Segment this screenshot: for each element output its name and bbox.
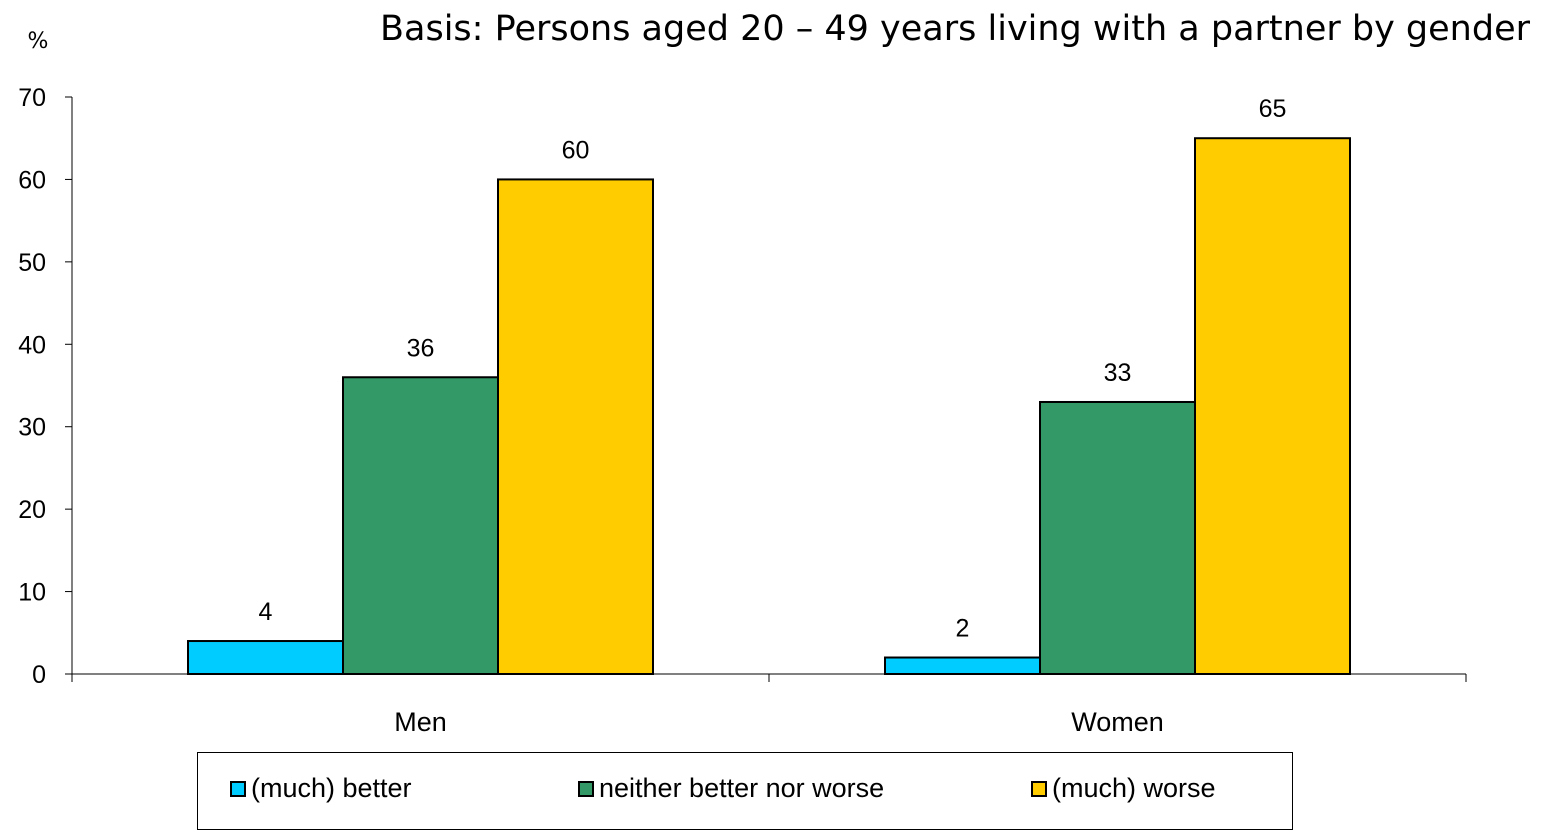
data-label: 4 <box>259 598 273 626</box>
bar <box>497 178 654 676</box>
legend-item-better: (much) better <box>230 773 412 804</box>
y-tick-label: 0 <box>32 661 46 689</box>
legend-swatch-worse <box>1031 780 1047 797</box>
legend-item-worse: (much) worse <box>1031 773 1216 804</box>
bar <box>1194 137 1351 675</box>
x-category-label: Men <box>394 707 447 737</box>
y-tick-label: 50 <box>18 249 46 277</box>
bar-chart: % Basis: Persons aged 20 – 49 years livi… <box>18 9 1531 737</box>
y-tick-label: 30 <box>18 414 46 442</box>
y-tick-label: 10 <box>18 579 46 607</box>
y-tick-label: 40 <box>18 331 46 359</box>
legend: (much) better neither better nor worse (… <box>197 752 1293 830</box>
legend-label-better: (much) better <box>251 773 412 803</box>
x-category-label: Women <box>1071 707 1164 737</box>
legend-label-worse: (much) worse <box>1052 773 1216 803</box>
legend-label-neither: neither better nor worse <box>599 773 885 803</box>
bar <box>1039 400 1196 675</box>
y-tick-label: 60 <box>18 166 46 194</box>
data-label: 33 <box>1104 359 1132 387</box>
legend-swatch-better <box>230 780 246 797</box>
plot-area: 0 10 20 30 40 50 60 70 4 36 60 Men 2 33 65 Women <box>18 84 1467 737</box>
y-tick-label: 20 <box>18 496 46 524</box>
legend-item-neither: neither better nor worse <box>578 773 884 804</box>
data-label: 2 <box>956 615 970 643</box>
data-label: 60 <box>562 136 590 164</box>
chart-title: Basis: Persons aged 20 – 49 years living… <box>380 9 1531 49</box>
data-label: 36 <box>407 334 435 362</box>
bar <box>187 640 344 675</box>
y-unit-label: % <box>28 29 49 54</box>
data-label: 65 <box>1259 95 1287 123</box>
bar <box>884 656 1041 675</box>
y-tick-label: 70 <box>18 84 46 112</box>
bar <box>342 376 499 675</box>
legend-swatch-neither <box>578 780 594 797</box>
